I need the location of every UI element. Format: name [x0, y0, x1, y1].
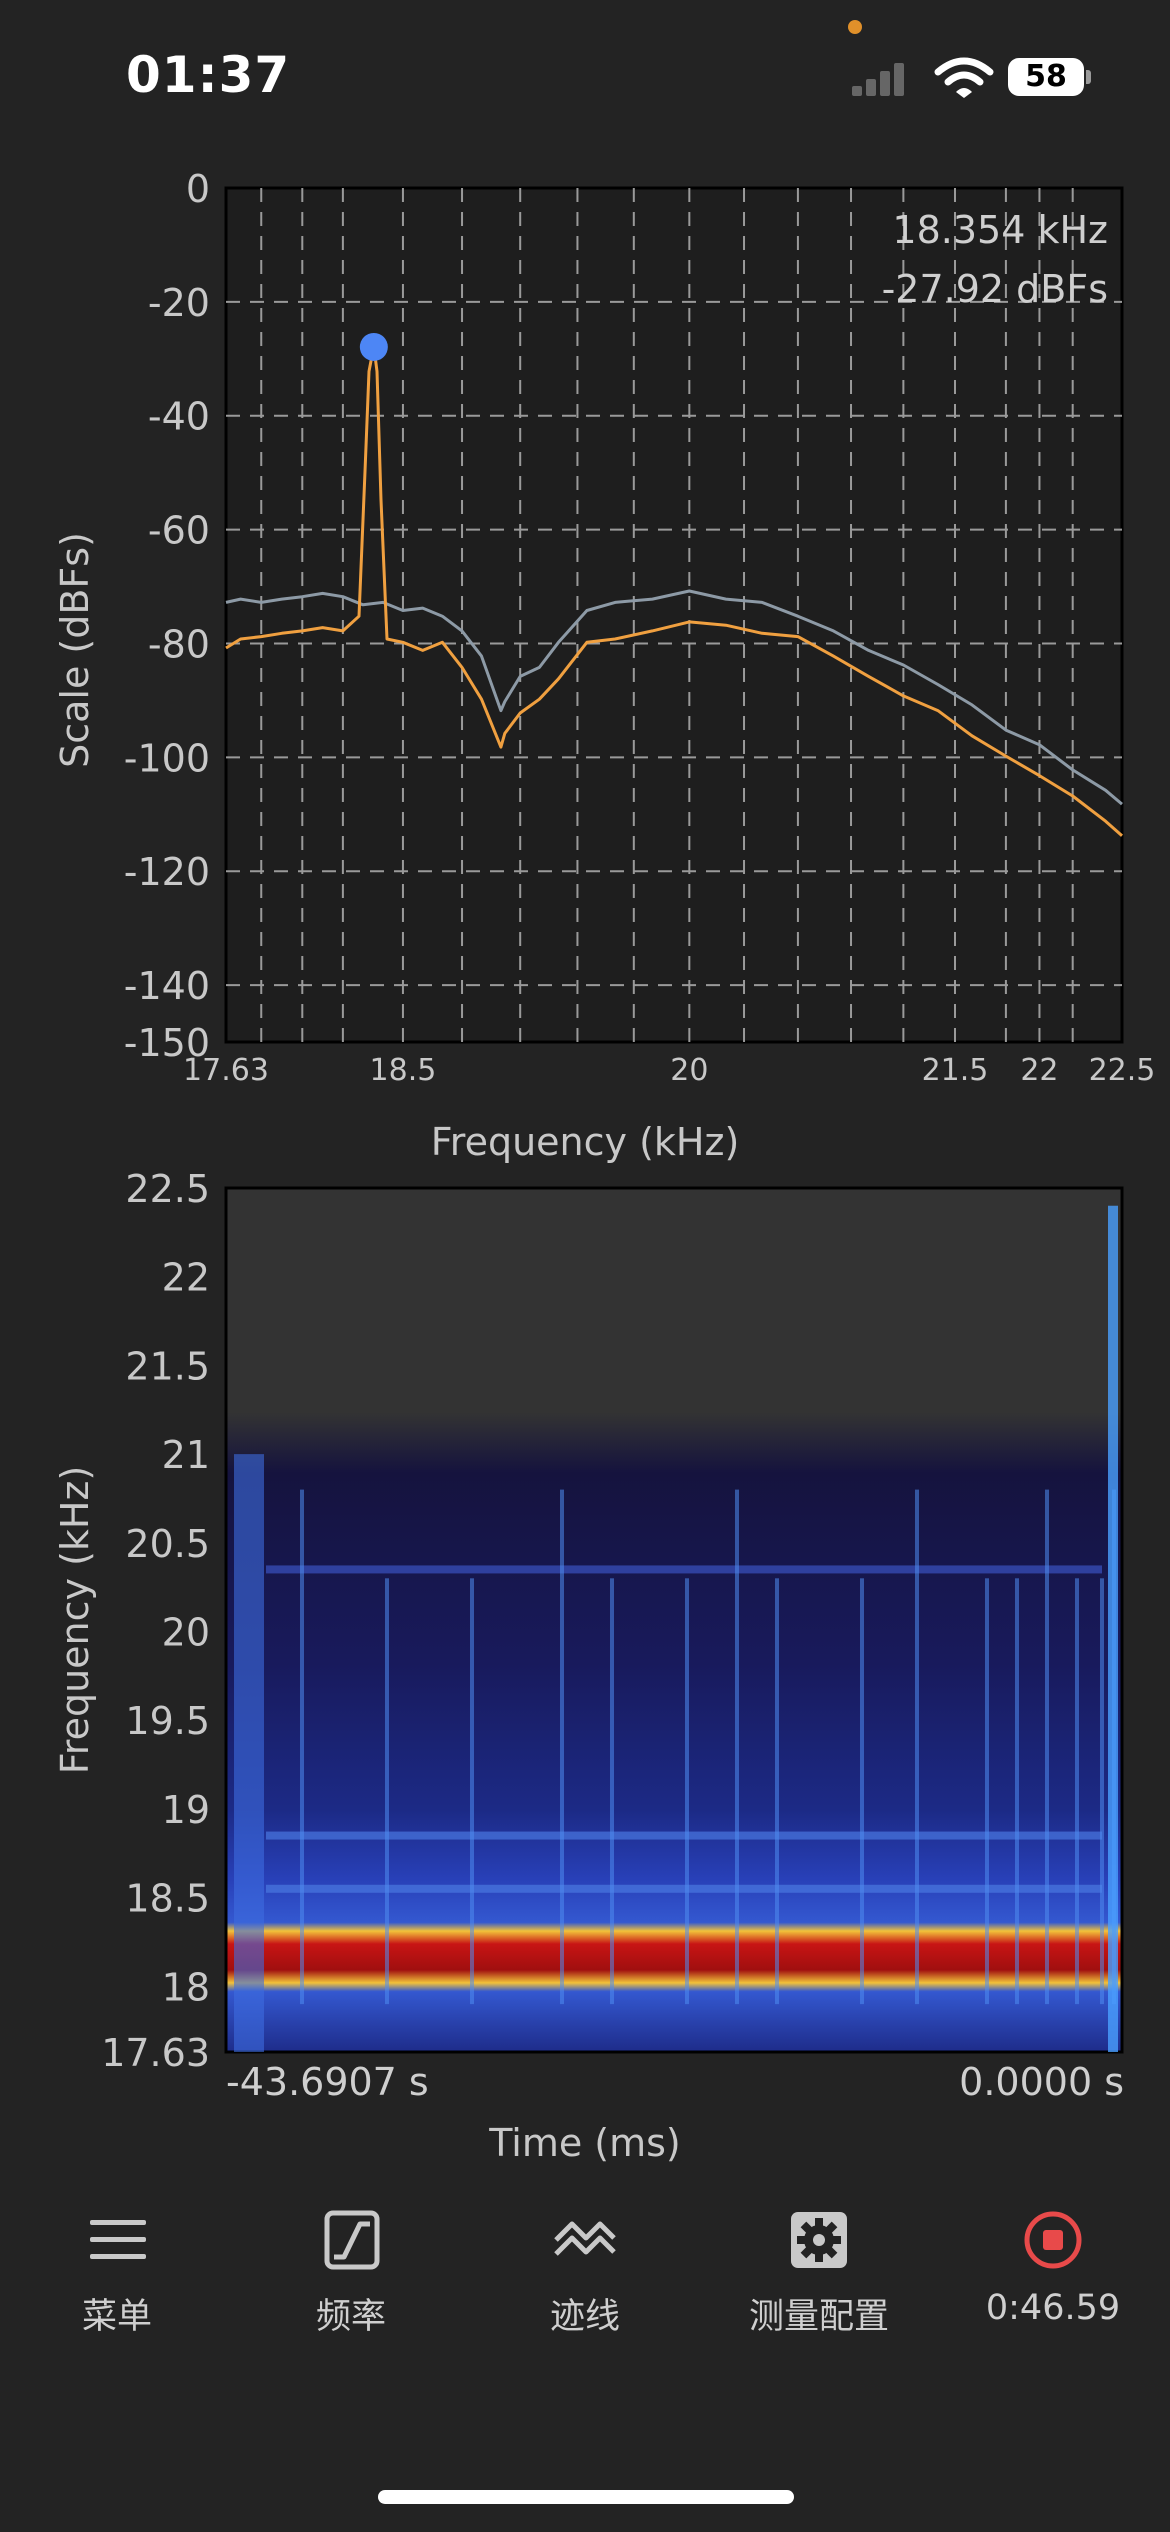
- spectrum-x-tick: 22.5: [1089, 1053, 1156, 1088]
- gear-icon: [784, 2210, 854, 2270]
- privacy-indicator-dot: [848, 20, 862, 34]
- spectrum-y-tick: -40: [148, 395, 210, 439]
- spectrogram-streak: [860, 1578, 864, 2004]
- spectrogram-streak: [470, 1578, 474, 2004]
- spectrum-y-axis-label: Scale (dBFs): [53, 532, 97, 768]
- stop-record-icon: [1018, 2210, 1088, 2270]
- spectrogram-streak: [1100, 1578, 1104, 2004]
- spectrogram-y-tick: 20: [162, 1611, 210, 1655]
- spectrogram-streak: [1075, 1578, 1079, 2004]
- spectrogram-streak: [685, 1578, 689, 2004]
- spectrogram-streak: [775, 1578, 779, 2004]
- spectrum-y-tick: 0: [186, 167, 210, 211]
- status-time: 01:37: [126, 46, 290, 104]
- record-time-label: 0:46.59: [953, 2288, 1153, 2328]
- spectrogram-y-tick: 18.5: [125, 1877, 210, 1921]
- spectrogram-burst-left: [234, 1454, 264, 2052]
- spectrum-y-tick: -100: [124, 736, 210, 780]
- spectrum-chart[interactable]: 0-20-40-60-80-100-120-140-150 17.63 18.5 2…: [0, 150, 1170, 1300]
- spectrogram-streak: [985, 1578, 989, 2004]
- time-start-label: -43.6907 s: [226, 2060, 429, 2104]
- spectrogram-y-tick: 17.63: [101, 2031, 210, 2075]
- spectrum-x-tick: 21.5: [922, 1053, 989, 1088]
- spectrogram-band: [266, 1885, 1102, 1893]
- spectrum-x-tick: 17.63: [183, 1053, 269, 1088]
- spectrogram-y-tick: 19.5: [125, 1699, 210, 1743]
- peak-marker[interactable]: [360, 333, 388, 361]
- spectrum-x-tick: 20: [670, 1053, 708, 1088]
- spectrogram-streak: [300, 1490, 304, 2004]
- spectrum-x-tick: 22: [1020, 1053, 1058, 1088]
- spectrogram-x-axis-label: Time (ms): [488, 2121, 681, 2165]
- status-icons: 58: [850, 54, 1100, 104]
- spectrogram-y-tick: 20.5: [125, 1522, 210, 1566]
- spectrogram-streak: [1015, 1578, 1019, 2004]
- spectrogram-y-tick: 22.5: [125, 1167, 210, 1211]
- menu-button[interactable]: 菜单: [17, 2210, 217, 2380]
- spectrogram-streak: [1045, 1490, 1049, 2004]
- spectrum-x-tick-labels: 17.63 18.5 20 21.5 22 22.5: [183, 1053, 1155, 1088]
- frequency-label: 频率: [251, 2288, 451, 2339]
- wifi-icon: [934, 56, 994, 100]
- readout-level: -27.92 dBFs: [882, 267, 1108, 311]
- spectrum-y-tick: -80: [148, 622, 210, 666]
- spectrogram-y-tick: 19: [162, 1788, 210, 1832]
- spectrogram-y-tick: 22: [162, 1256, 210, 1300]
- menu-label: 菜单: [17, 2288, 217, 2339]
- trace-label: 迹线: [485, 2288, 685, 2339]
- spectrum-y-tick: -60: [148, 509, 210, 553]
- spectrum-y-tick: -20: [148, 281, 210, 325]
- battery-tip: [1086, 70, 1091, 84]
- spectrum-y-tick: -140: [124, 964, 210, 1008]
- measure-config-button[interactable]: 测量配置: [719, 2210, 919, 2380]
- home-indicator: [378, 2490, 794, 2504]
- trace-button[interactable]: 迹线: [485, 2210, 685, 2380]
- spectrogram-band: [266, 1832, 1102, 1840]
- status-bar: 01:37 58: [0, 0, 1170, 150]
- spectrum-x-tick: 18.5: [370, 1053, 437, 1088]
- hamburger-menu-icon: [82, 2210, 152, 2270]
- spectrogram-streak: [610, 1578, 614, 2004]
- spectrum-y-tick-labels: 0-20-40-60-80-100-120-140-150: [124, 167, 210, 1065]
- frequency-button[interactable]: 频率: [251, 2210, 451, 2380]
- spectrogram-y-tick-labels: 22.5 22 21.5 21 20.5 20 19.5 19 18.5 18 17.63: [101, 1167, 210, 2075]
- spectrogram-y-tick: 18: [162, 1965, 210, 2009]
- cellular-signal-icon: [850, 60, 912, 100]
- trace-icon: [550, 2210, 620, 2270]
- time-end-label: 0.0000 s: [959, 2060, 1124, 2104]
- battery-indicator: 58: [1008, 58, 1084, 96]
- spectrogram-streak: [385, 1578, 389, 2004]
- frequency-response-icon: [316, 2210, 386, 2270]
- readout-frequency: 18.354 kHz: [892, 208, 1108, 252]
- spectrogram-band: [266, 1565, 1102, 1573]
- spectrogram-streak: [915, 1490, 919, 2004]
- spectrum-y-tick: -120: [124, 850, 210, 894]
- spectrogram-y-tick: 21: [162, 1433, 210, 1477]
- spectrogram-streak: [735, 1490, 739, 2004]
- spectrogram-y-tick: 21.5: [125, 1344, 210, 1388]
- bottom-toolbar: 菜单 频率 迹线 测量配置: [0, 2210, 1170, 2410]
- spectrogram-burst-right: [1108, 1206, 1118, 2052]
- measure-config-label: 测量配置: [719, 2288, 919, 2339]
- stop-recording-button[interactable]: 0:46.59: [953, 2210, 1153, 2380]
- spectrogram-chart[interactable]: 22.5 22 21.5 21 20.5 20 19.5 19 18.5 18 17.63 Freq…: [0, 1150, 1170, 2190]
- spectrogram-streak: [560, 1490, 564, 2004]
- spectrogram-y-axis-label: Frequency (kHz): [53, 1466, 97, 1775]
